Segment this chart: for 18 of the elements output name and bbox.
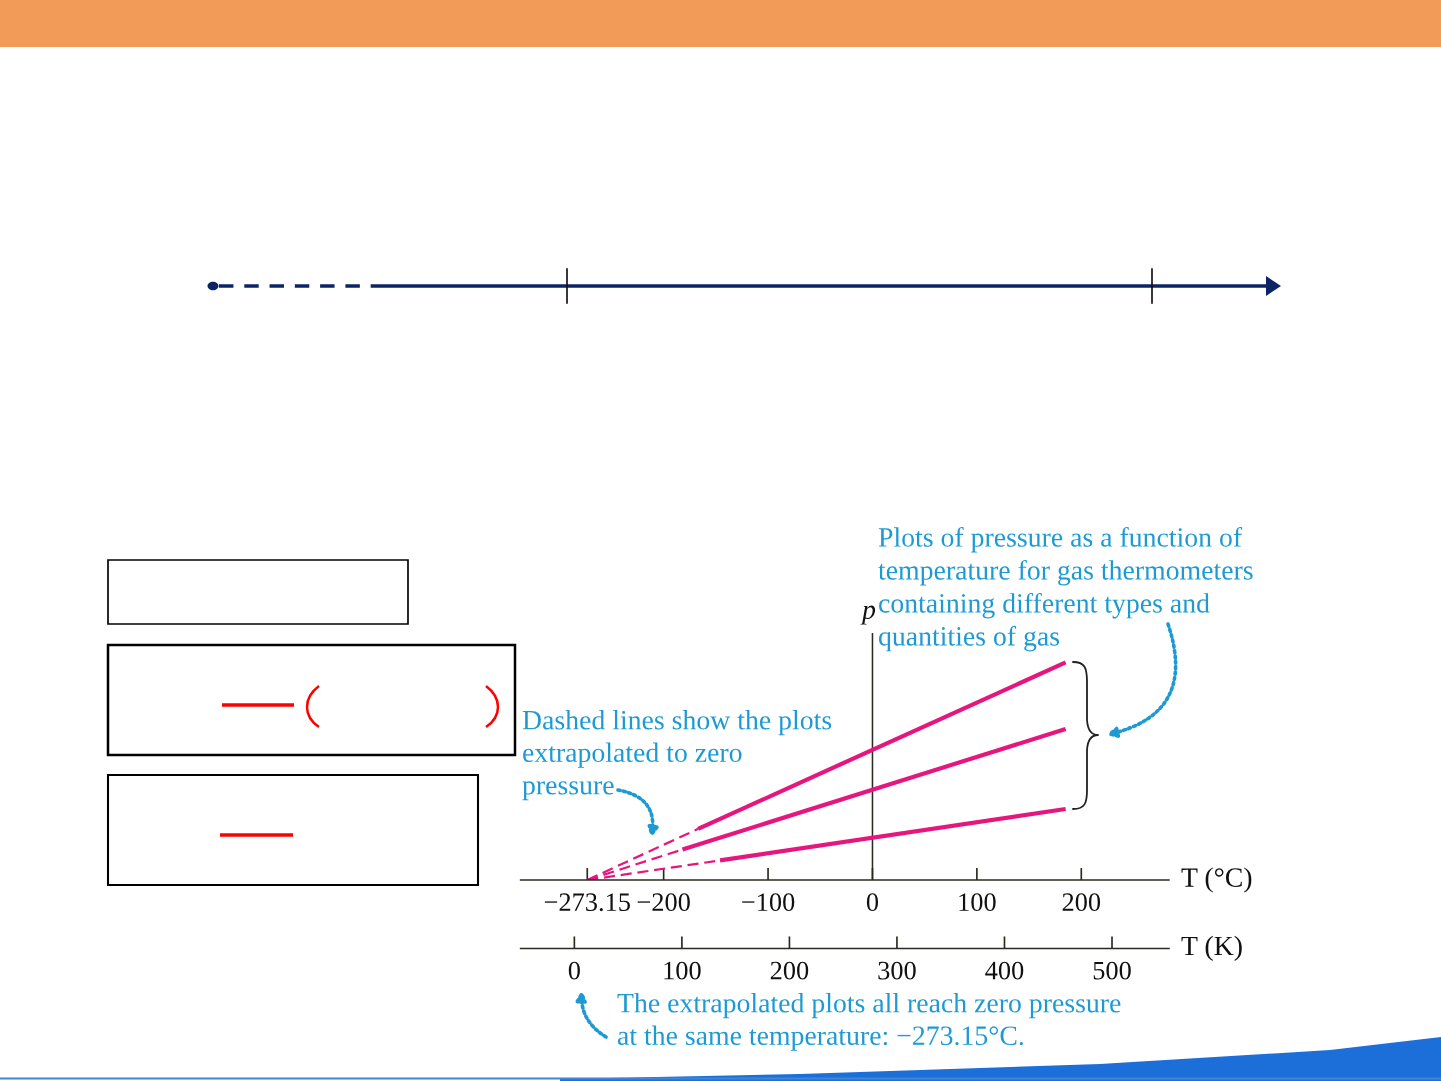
x2-tick-label: 300: [878, 961, 916, 980]
text: Plots of pressure as a function of temperature for gas thermometers containing different types and quantities of gas: [878, 527, 1253, 652]
x-tick-label: 0: [866, 893, 879, 912]
x2-tick-label: 200: [770, 961, 809, 980]
x2-axis-title: T (K): [1181, 935, 1242, 961]
x-tick-label: 100: [959, 893, 996, 912]
y-axis-title: p: [860, 605, 876, 625]
x-tick-label: −100: [742, 893, 795, 912]
x-tick-label: −200: [637, 893, 690, 912]
text: The extrapolated plots all reach zero pressure at the same temperature: −273.15°C.: [617, 993, 1121, 1051]
x2-tick-label: 500: [1093, 961, 1131, 980]
x-tick-label: 200: [1062, 893, 1101, 912]
x-axis-title: T (°C): [1181, 867, 1252, 893]
x2-tick-label: 100: [664, 961, 701, 980]
annotation: Dashed lines show the plots extrapolated to zero pressure: [522, 710, 832, 801]
x2-tick-label: 0: [568, 961, 580, 980]
x-tick-label: −273.15: [544, 893, 630, 912]
x2-tick-label: 400: [985, 961, 1024, 980]
